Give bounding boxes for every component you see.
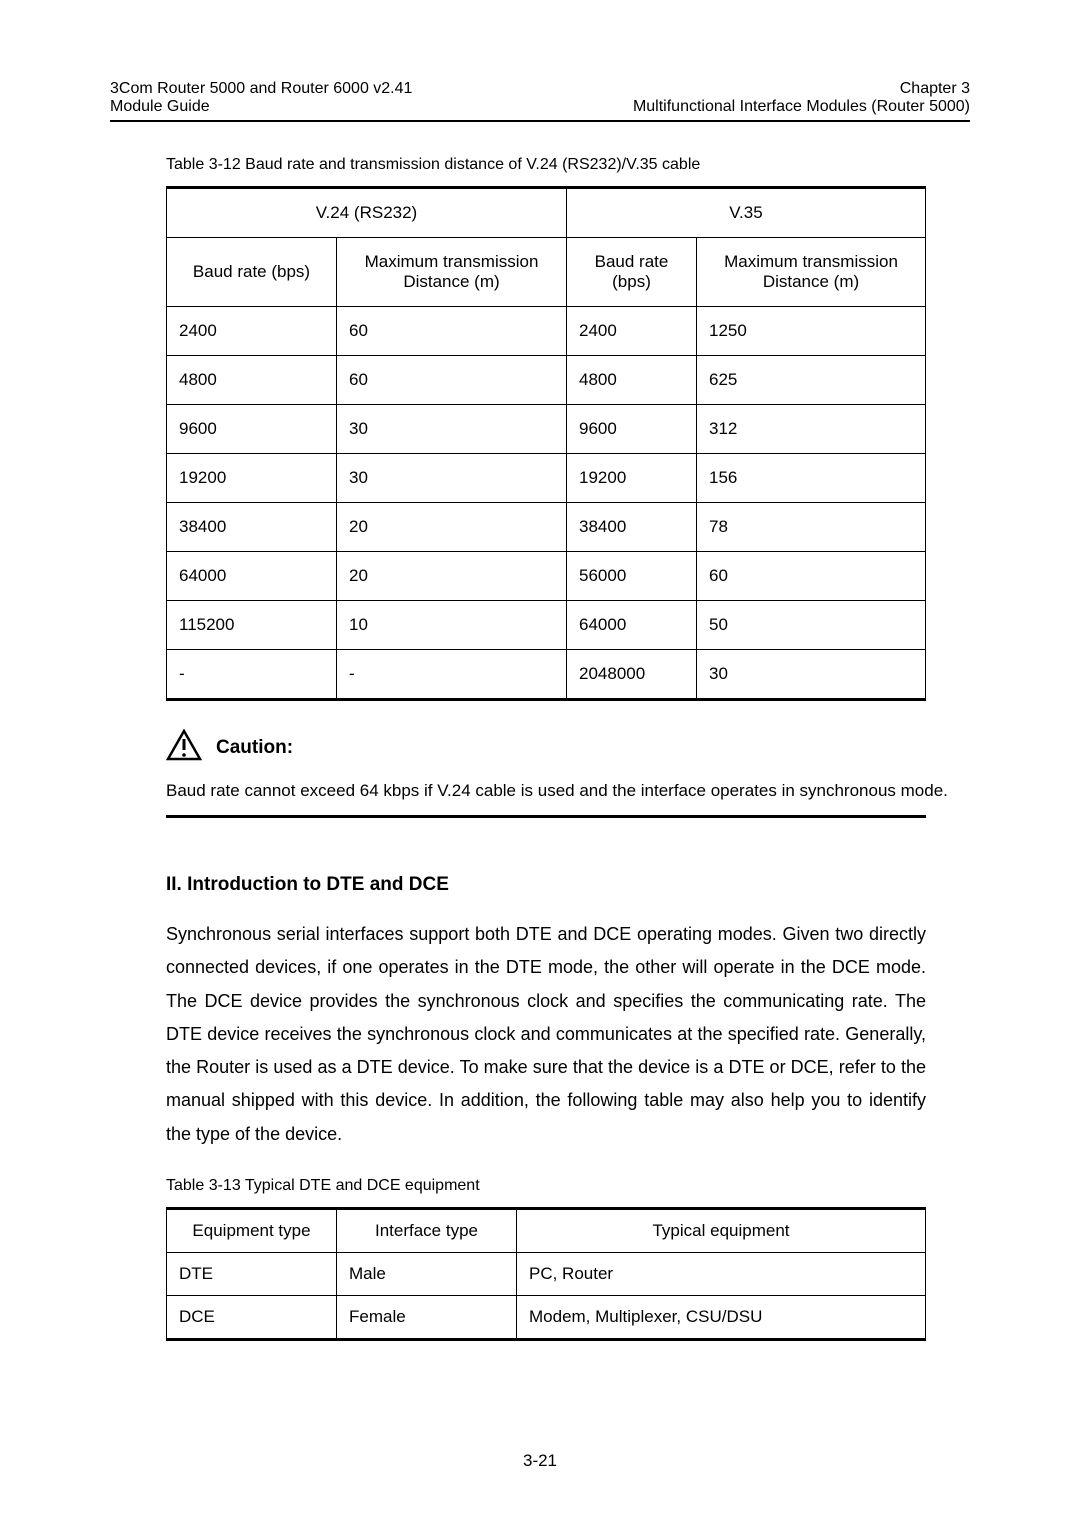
cell: 20 bbox=[337, 552, 567, 601]
page-header: 3Com Router 5000 and Router 6000 v2.41 M… bbox=[110, 80, 970, 116]
header-guide: Module Guide bbox=[110, 98, 412, 116]
cell: 60 bbox=[697, 552, 926, 601]
table-row: 4800 60 4800 625 bbox=[167, 356, 926, 405]
cell: 312 bbox=[697, 405, 926, 454]
header-left: 3Com Router 5000 and Router 6000 v2.41 M… bbox=[110, 80, 412, 116]
cell: PC, Router bbox=[517, 1253, 926, 1296]
cell: 30 bbox=[697, 650, 926, 700]
cell: DTE bbox=[167, 1253, 337, 1296]
dte-dce-table: Equipment type Interface type Typical eq… bbox=[166, 1207, 926, 1341]
cell: 56000 bbox=[567, 552, 697, 601]
cell: - bbox=[337, 650, 567, 700]
table-row: 115200 10 64000 50 bbox=[167, 601, 926, 650]
cell: 10 bbox=[337, 601, 567, 650]
group-header-v35: V.35 bbox=[567, 188, 926, 238]
cell: 2048000 bbox=[567, 650, 697, 700]
cell: 115200 bbox=[167, 601, 337, 650]
page-number: 3-21 bbox=[110, 1451, 970, 1471]
cell: 156 bbox=[697, 454, 926, 503]
header-subtitle: Multifunctional Interface Modules (Route… bbox=[633, 98, 970, 116]
col-header: Maximum transmission Distance (m) bbox=[337, 238, 567, 307]
table-row: 38400 20 38400 78 bbox=[167, 503, 926, 552]
header-right: Chapter 3 Multifunctional Interface Modu… bbox=[633, 80, 970, 116]
cell: 60 bbox=[337, 307, 567, 356]
table-row: DTE Male PC, Router bbox=[167, 1253, 926, 1296]
table-row: 9600 30 9600 312 bbox=[167, 405, 926, 454]
cell: 30 bbox=[337, 454, 567, 503]
cell: Female bbox=[337, 1296, 517, 1340]
section-heading: II. Introduction to DTE and DCE bbox=[166, 874, 970, 896]
cell: 2400 bbox=[167, 307, 337, 356]
section-paragraph: Synchronous serial interfaces support bo… bbox=[166, 918, 926, 1151]
cell: 30 bbox=[337, 405, 567, 454]
table-row: DCE Female Modem, Multiplexer, CSU/DSU bbox=[167, 1296, 926, 1340]
cell: Male bbox=[337, 1253, 517, 1296]
cell: Modem, Multiplexer, CSU/DSU bbox=[517, 1296, 926, 1340]
caution-heading: Caution: bbox=[166, 729, 970, 767]
cell: 64000 bbox=[567, 601, 697, 650]
cell: 78 bbox=[697, 503, 926, 552]
table-row: Equipment type Interface type Typical eq… bbox=[167, 1209, 926, 1253]
table-row: V.24 (RS232) V.35 bbox=[167, 188, 926, 238]
table-row: 64000 20 56000 60 bbox=[167, 552, 926, 601]
table-row: Baud rate (bps) Maximum transmission Dis… bbox=[167, 238, 926, 307]
cell: 19200 bbox=[167, 454, 337, 503]
cell: 38400 bbox=[567, 503, 697, 552]
cell: 625 bbox=[697, 356, 926, 405]
table-row: - - 2048000 30 bbox=[167, 650, 926, 700]
group-header-v24: V.24 (RS232) bbox=[167, 188, 567, 238]
table-row: 19200 30 19200 156 bbox=[167, 454, 926, 503]
col-header: Maximum transmission Distance (m) bbox=[697, 238, 926, 307]
cell: 64000 bbox=[167, 552, 337, 601]
caution-rule bbox=[166, 815, 926, 818]
header-product: 3Com Router 5000 and Router 6000 v2.41 bbox=[110, 80, 412, 98]
header-chapter: Chapter 3 bbox=[633, 80, 970, 98]
caution-text: Baud rate cannot exceed 64 kbps if V.24 … bbox=[166, 781, 970, 801]
header-rule bbox=[110, 120, 970, 122]
cell: 9600 bbox=[167, 405, 337, 454]
cell: 50 bbox=[697, 601, 926, 650]
table1-caption: Table 3-12 Baud rate and transmission di… bbox=[166, 156, 970, 174]
col-header: Interface type bbox=[337, 1209, 517, 1253]
baud-rate-table: V.24 (RS232) V.35 Baud rate (bps) Maximu… bbox=[166, 186, 926, 701]
cell: 19200 bbox=[567, 454, 697, 503]
cell: - bbox=[167, 650, 337, 700]
cell: 60 bbox=[337, 356, 567, 405]
cell: DCE bbox=[167, 1296, 337, 1340]
cell: 1250 bbox=[697, 307, 926, 356]
cell: 2400 bbox=[567, 307, 697, 356]
cell: 9600 bbox=[567, 405, 697, 454]
col-header: Baud rate (bps) bbox=[567, 238, 697, 307]
warning-icon bbox=[166, 729, 202, 767]
table2-caption: Table 3-13 Typical DTE and DCE equipment bbox=[166, 1177, 970, 1195]
table-row: 2400 60 2400 1250 bbox=[167, 307, 926, 356]
cell: 38400 bbox=[167, 503, 337, 552]
col-header: Equipment type bbox=[167, 1209, 337, 1253]
col-header: Baud rate (bps) bbox=[167, 238, 337, 307]
cell: 4800 bbox=[567, 356, 697, 405]
col-header: Typical equipment bbox=[517, 1209, 926, 1253]
cell: 20 bbox=[337, 503, 567, 552]
cell: 4800 bbox=[167, 356, 337, 405]
caution-label: Caution: bbox=[216, 737, 293, 759]
